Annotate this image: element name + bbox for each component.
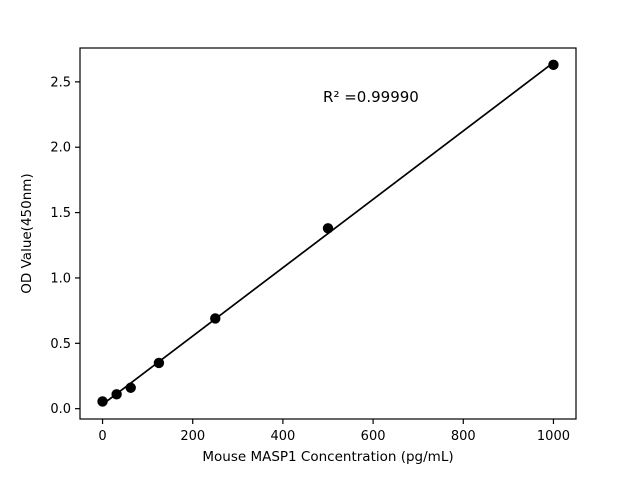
data-point xyxy=(153,357,165,369)
data-point xyxy=(548,59,559,71)
x-tick-label: 800 xyxy=(451,429,476,444)
fit-line xyxy=(102,61,554,406)
x-tick-label: 400 xyxy=(270,429,295,444)
y-tick-label: 1.5 xyxy=(50,206,71,221)
y-tick-label: 1.0 xyxy=(50,271,71,286)
x-tick-label: 0 xyxy=(98,429,106,444)
data-point xyxy=(125,382,136,393)
y-tick-label: 0.5 xyxy=(50,337,71,352)
x-tick-label: 200 xyxy=(180,429,205,444)
y-tick-label: 2.0 xyxy=(50,141,71,156)
data-point xyxy=(210,313,221,324)
annotation-r-squared: R² =0.99990 xyxy=(323,88,419,106)
data-point xyxy=(322,223,334,234)
y-tick-label: 0.0 xyxy=(50,402,71,417)
x-tick-label: 600 xyxy=(361,429,386,444)
x-tick-label: 1000 xyxy=(537,429,570,444)
y-axis-label: OD Value(450nm) xyxy=(19,173,35,293)
data-point xyxy=(97,396,108,407)
y-tick-label: 2.5 xyxy=(50,75,71,90)
data-point xyxy=(111,389,122,400)
x-axis-label: Mouse MASP1 Concentration (pg/mL) xyxy=(202,449,453,465)
plot-border xyxy=(79,47,577,420)
